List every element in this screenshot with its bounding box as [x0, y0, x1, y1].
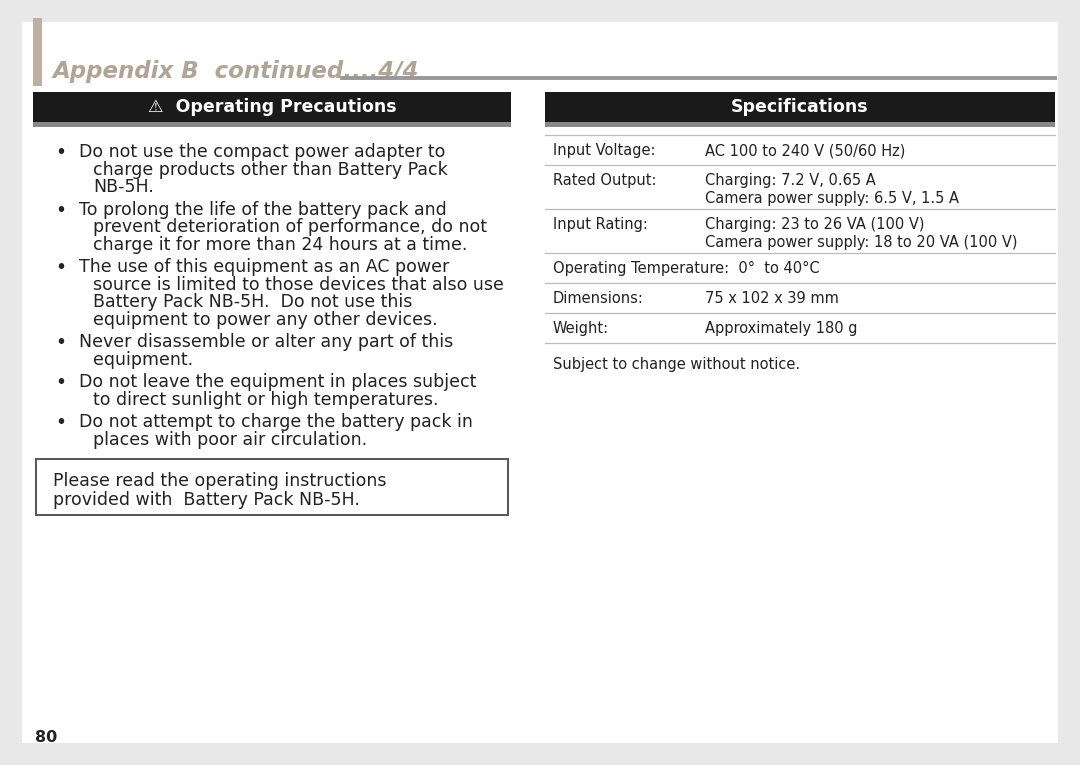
- Text: 80: 80: [35, 730, 57, 745]
- Bar: [545, 92, 1055, 122]
- Text: Do not attempt to charge the battery pack in: Do not attempt to charge the battery pac…: [79, 413, 473, 431]
- Text: to direct sunlight or high temperatures.: to direct sunlight or high temperatures.: [93, 390, 438, 409]
- Text: Approximately 180 g: Approximately 180 g: [705, 321, 858, 336]
- Text: Specifications: Specifications: [731, 98, 868, 116]
- Text: Weight:: Weight:: [553, 321, 609, 336]
- Text: Appendix B  continued....4/4: Appendix B continued....4/4: [52, 60, 418, 83]
- Text: Do not leave the equipment in places subject: Do not leave the equipment in places sub…: [79, 373, 476, 391]
- Text: AC 100 to 240 V (50/60 Hz): AC 100 to 240 V (50/60 Hz): [705, 143, 905, 158]
- Text: •: •: [55, 143, 66, 162]
- Text: Dimensions:: Dimensions:: [553, 291, 644, 306]
- Text: Camera power supply: 18 to 20 VA (100 V): Camera power supply: 18 to 20 VA (100 V): [705, 235, 1017, 250]
- Text: prevent deterioration of performance, do not: prevent deterioration of performance, do…: [93, 218, 487, 236]
- Text: Subject to change without notice.: Subject to change without notice.: [553, 357, 800, 372]
- Text: •: •: [55, 200, 66, 220]
- Text: Please read the operating instructions: Please read the operating instructions: [53, 472, 387, 490]
- Text: •: •: [55, 373, 66, 392]
- Text: Input Rating:: Input Rating:: [553, 217, 648, 232]
- Text: places with poor air circulation.: places with poor air circulation.: [93, 431, 367, 448]
- Text: Battery Pack NB-5H.  Do not use this: Battery Pack NB-5H. Do not use this: [93, 293, 413, 311]
- Bar: [33, 122, 511, 127]
- Text: Input Voltage:: Input Voltage:: [553, 143, 656, 158]
- Text: charge products other than Battery Pack: charge products other than Battery Pack: [93, 161, 448, 178]
- Text: •: •: [55, 333, 66, 352]
- Text: To prolong the life of the battery pack and: To prolong the life of the battery pack …: [79, 200, 447, 219]
- Bar: [33, 18, 42, 86]
- Text: Rated Output:: Rated Output:: [553, 173, 657, 188]
- Text: provided with  Battery Pack NB-5H.: provided with Battery Pack NB-5H.: [53, 491, 360, 509]
- Text: Camera power supply: 6.5 V, 1.5 A: Camera power supply: 6.5 V, 1.5 A: [705, 191, 959, 206]
- Bar: [36, 459, 508, 515]
- Text: Charging: 7.2 V, 0.65 A: Charging: 7.2 V, 0.65 A: [705, 173, 876, 188]
- Text: source is limited to those devices that also use: source is limited to those devices that …: [93, 275, 504, 294]
- Text: Never disassemble or alter any part of this: Never disassemble or alter any part of t…: [79, 333, 454, 351]
- Text: charge it for more than 24 hours at a time.: charge it for more than 24 hours at a ti…: [93, 236, 468, 253]
- Bar: [545, 122, 1055, 127]
- Text: •: •: [55, 413, 66, 432]
- Text: Operating Temperature:  0°  to 40°C: Operating Temperature: 0° to 40°C: [553, 261, 820, 276]
- Text: equipment to power any other devices.: equipment to power any other devices.: [93, 311, 437, 328]
- Text: 75 x 102 x 39 mm: 75 x 102 x 39 mm: [705, 291, 839, 306]
- Text: Do not use the compact power adapter to: Do not use the compact power adapter to: [79, 143, 445, 161]
- Text: The use of this equipment as an AC power: The use of this equipment as an AC power: [79, 258, 449, 276]
- Text: Charging: 23 to 26 VA (100 V): Charging: 23 to 26 VA (100 V): [705, 217, 924, 232]
- Text: ⚠  Operating Precautions: ⚠ Operating Precautions: [148, 98, 396, 116]
- Bar: [33, 92, 511, 122]
- Text: •: •: [55, 258, 66, 277]
- Text: NB-5H.: NB-5H.: [93, 178, 153, 196]
- Text: equipment.: equipment.: [93, 350, 193, 369]
